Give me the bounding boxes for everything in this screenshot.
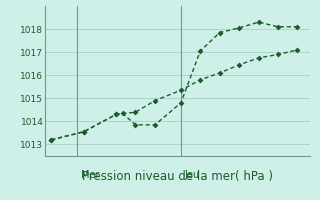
Text: Jeu: Jeu	[185, 170, 200, 180]
Text: Mer: Mer	[81, 170, 100, 180]
X-axis label: Pression niveau de la mer( hPa ): Pression niveau de la mer( hPa )	[82, 170, 273, 183]
